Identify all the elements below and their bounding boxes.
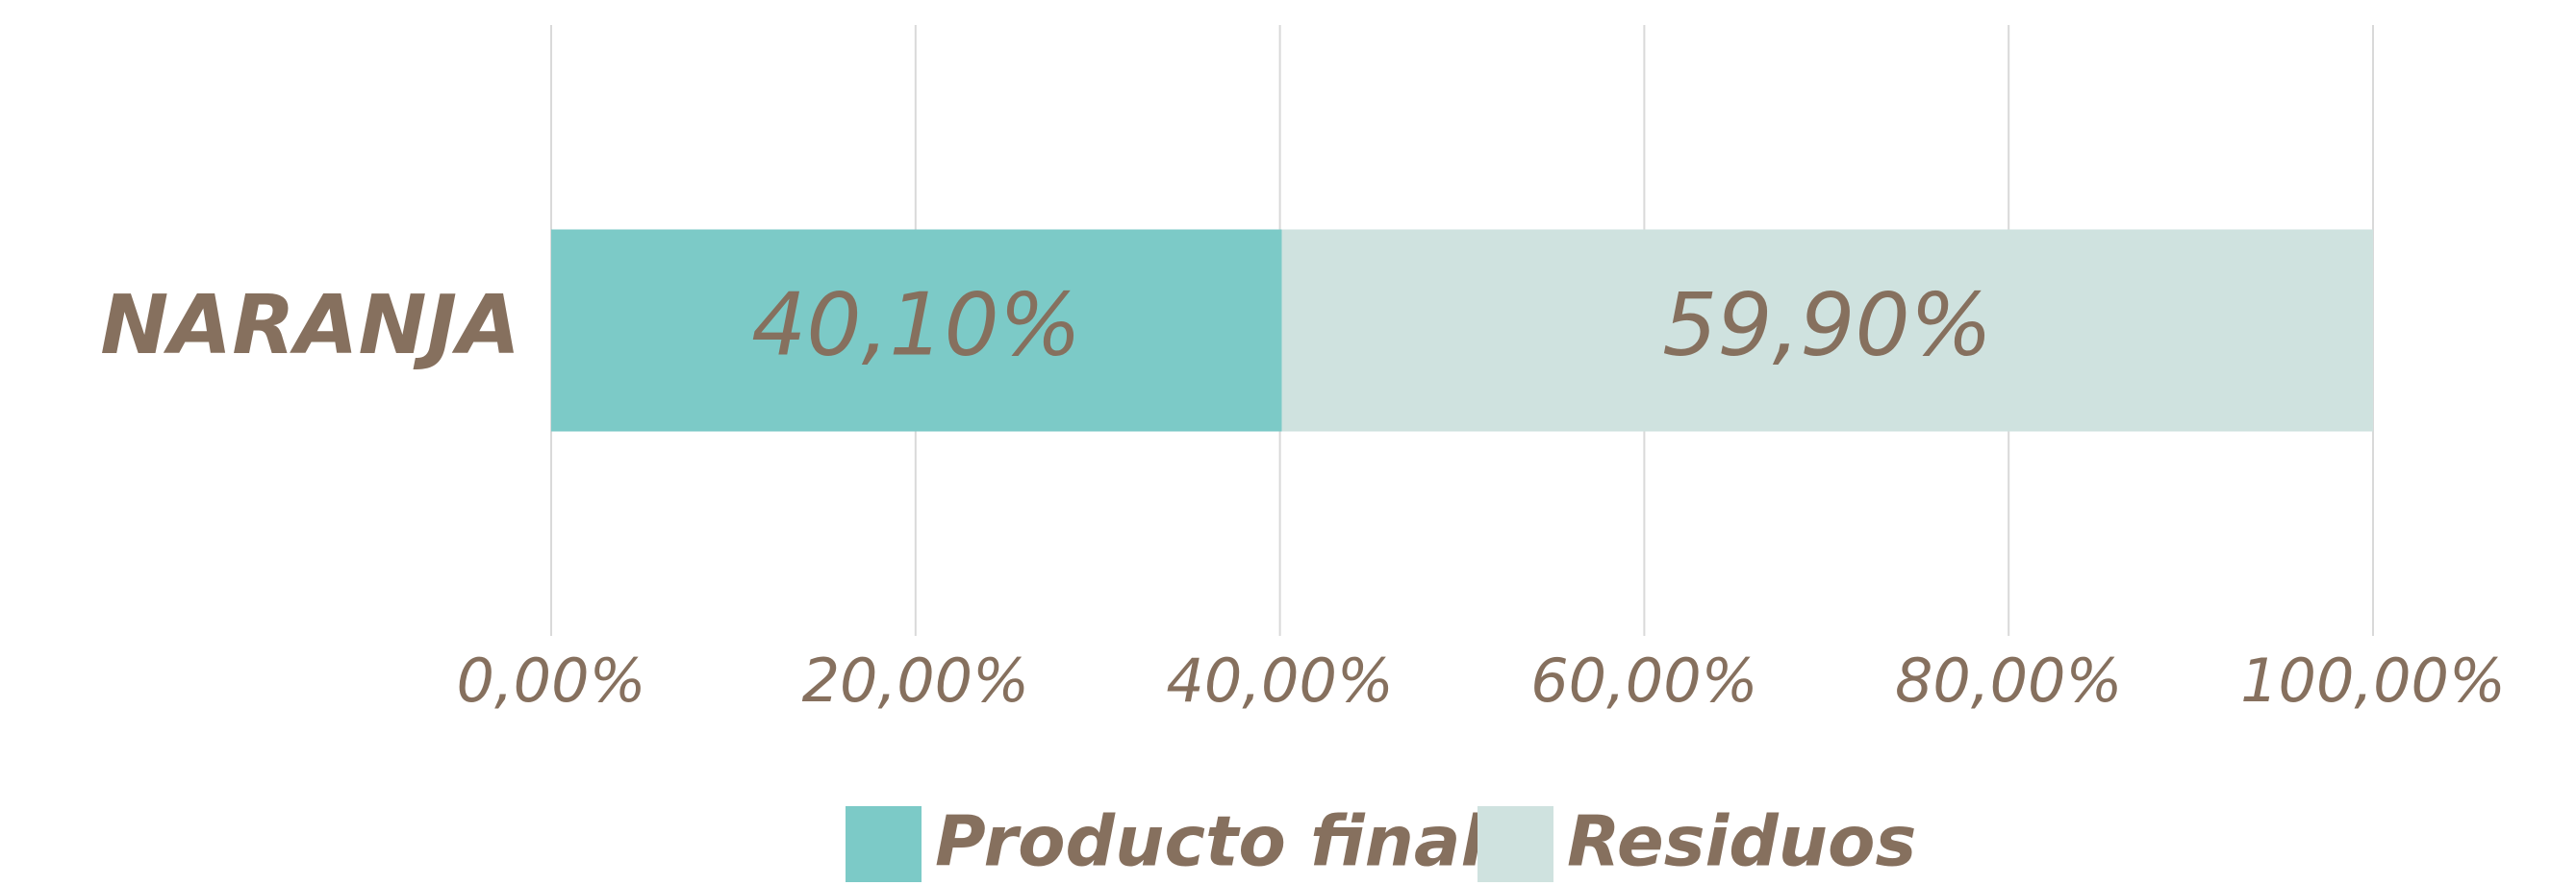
x-tick-label: 40,00% — [1166, 646, 1393, 716]
legend-swatch — [846, 806, 922, 882]
x-tick-label: 0,00% — [457, 646, 646, 716]
legend-swatch — [1477, 806, 1553, 882]
x-tick-label: 60,00% — [1530, 646, 1757, 716]
data-label: 59,90% — [1662, 274, 1992, 375]
category-label: NARANJA — [100, 278, 520, 373]
x-tick-label: 100,00% — [2240, 646, 2506, 716]
legend-label: Producto final — [935, 801, 1485, 882]
data-label: 40,10% — [751, 274, 1081, 375]
bar-segment — [551, 229, 1282, 432]
x-tick-label: 20,00% — [802, 646, 1029, 716]
bar-segment — [1281, 229, 2373, 432]
legend-label: Residuos — [1567, 801, 1916, 882]
x-tick-label: 80,00% — [1895, 646, 2122, 716]
